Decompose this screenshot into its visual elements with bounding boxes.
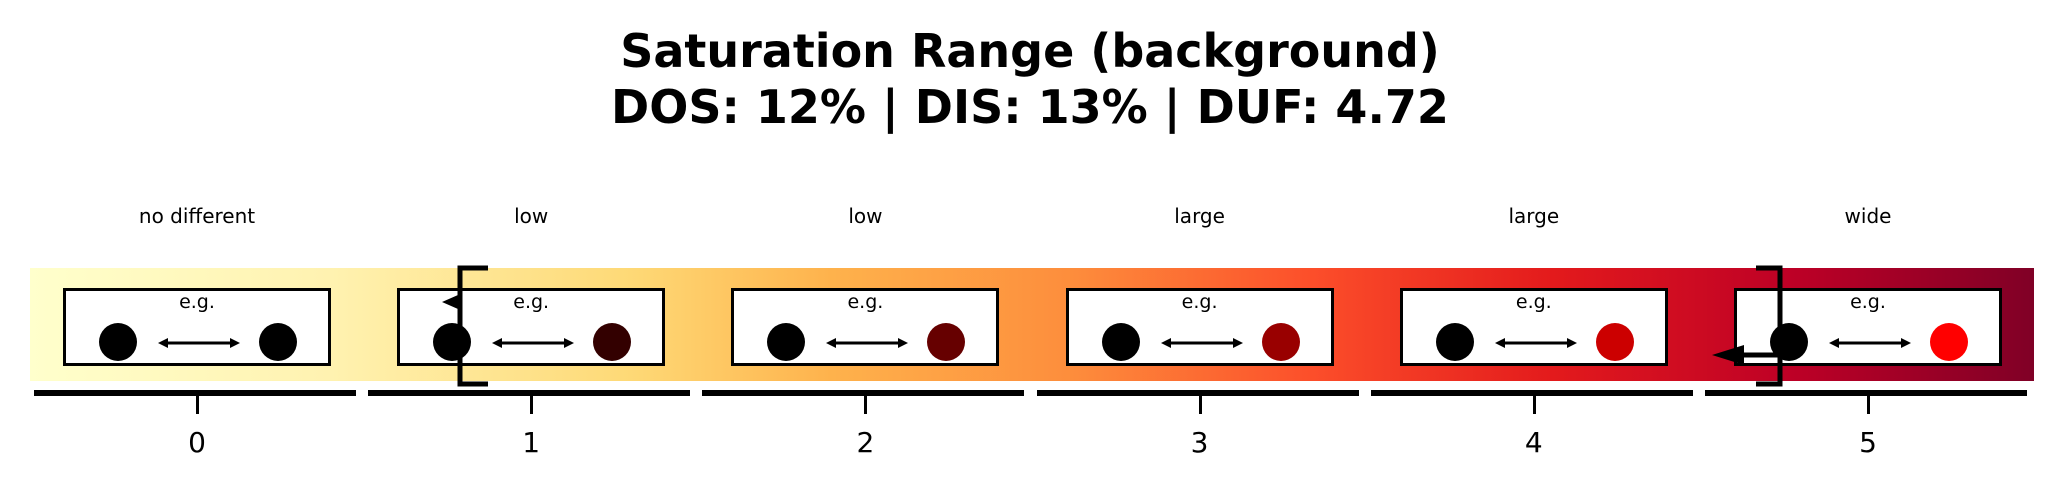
category-label: large: [1508, 204, 1560, 228]
example-label: e.g.: [1181, 291, 1218, 313]
axis-tick: [1867, 396, 1870, 414]
saturation-gradient-bar: [30, 268, 2034, 381]
category-label: no different: [138, 204, 256, 228]
double-arrow-icon: [1494, 338, 1577, 348]
axis-segment: [34, 390, 356, 396]
axis-tick-label: 2: [856, 426, 875, 459]
axis-segment: [1370, 390, 1693, 396]
axis-tick-label: 5: [1859, 426, 1877, 459]
axis-tick-label: 3: [1190, 426, 1209, 459]
double-arrow-icon: [492, 338, 575, 348]
example-label: e.g.: [847, 291, 884, 313]
axis-tick: [530, 396, 534, 414]
range-start-bracket: [457, 265, 488, 387]
sample-color-dot: [1930, 323, 1968, 361]
sample-color-dot: [927, 323, 966, 361]
sample-color-dot: [593, 323, 632, 361]
reference-color-dot: [1101, 323, 1140, 361]
axis-segment: [702, 390, 1025, 396]
sample-color-dot: [1261, 323, 1300, 361]
category-label: wide: [1844, 204, 1892, 228]
category-label: large: [1174, 204, 1225, 228]
example-box: e.g.: [1399, 288, 1668, 366]
axis-segment: [1036, 390, 1359, 396]
axis-tick-label: 0: [188, 426, 206, 459]
example-label: e.g.: [179, 291, 215, 313]
category-label: low: [848, 204, 883, 228]
axis-tick: [196, 396, 199, 414]
sample-color-dot: [259, 323, 297, 361]
example-box: e.g.: [731, 288, 1000, 366]
chart-title-line-1: Saturation Range (background): [620, 24, 1440, 78]
example-label: e.g.: [1850, 291, 1886, 313]
double-arrow-icon: [158, 338, 240, 348]
axis-segment: [1705, 390, 2027, 396]
range-end-arrowhead: [1712, 345, 1744, 365]
double-arrow-icon: [1160, 338, 1243, 348]
axis-tick-label: 4: [1524, 426, 1543, 459]
axis-tick-label: 1: [522, 426, 541, 459]
reference-color-dot: [99, 323, 137, 361]
example-label: e.g.: [513, 291, 550, 313]
category-label: low: [514, 204, 549, 228]
example-box: e.g.: [397, 288, 666, 366]
axis-segment: [368, 390, 691, 396]
range-start-arrowhead: [442, 295, 458, 309]
reference-color-dot: [1435, 323, 1474, 361]
range-end-bracket: [1756, 265, 1783, 387]
double-arrow-icon: [826, 338, 909, 348]
axis-tick: [1198, 396, 1202, 414]
example-box: e.g.: [63, 288, 331, 366]
example-box: e.g.: [1065, 288, 1334, 366]
chart-title-line-2: DOS: 12% | DIS: 13% | DUF: 4.72: [611, 80, 1449, 134]
double-arrow-icon: [1829, 338, 1911, 348]
reference-color-dot: [767, 323, 806, 361]
reference-color-dot: [433, 323, 472, 361]
axis-tick: [1532, 396, 1536, 414]
sample-color-dot: [1595, 323, 1634, 361]
axis-tick: [864, 396, 868, 414]
example-label: e.g.: [1515, 291, 1552, 313]
